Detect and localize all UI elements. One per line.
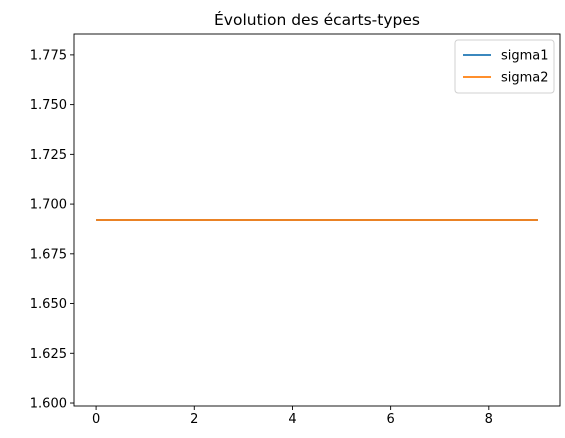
x-tick-label: 8	[485, 412, 493, 427]
y-tick-label: 1.650	[30, 297, 67, 312]
x-tick-label: 4	[288, 412, 296, 427]
y-tick-label: 1.700	[30, 198, 67, 213]
axes-frame	[73, 33, 561, 407]
y-tick-label: 1.625	[30, 347, 67, 362]
chart-title: Évolution des écarts-types	[214, 10, 420, 29]
x-tick-label: 6	[386, 412, 394, 427]
axis-ticks: 0 2 4 6 8 1.600 1.625 1.650 1.675 1.700 1.725 1.750…	[30, 48, 493, 427]
x-tick-label: 2	[190, 412, 198, 427]
x-tick-label: 0	[92, 412, 100, 427]
y-tick-label: 1.725	[30, 148, 67, 163]
y-tick-label: 1.775	[30, 48, 67, 63]
legend-label-sigma1: sigma1	[501, 49, 549, 64]
y-tick-label: 1.600	[30, 397, 67, 412]
y-tick-label: 1.675	[30, 247, 67, 262]
legend-label-sigma2: sigma2	[501, 71, 549, 86]
y-tick-label: 1.750	[30, 98, 67, 113]
legend: sigma1 sigma2	[454, 39, 555, 94]
legend-box	[454, 39, 555, 94]
